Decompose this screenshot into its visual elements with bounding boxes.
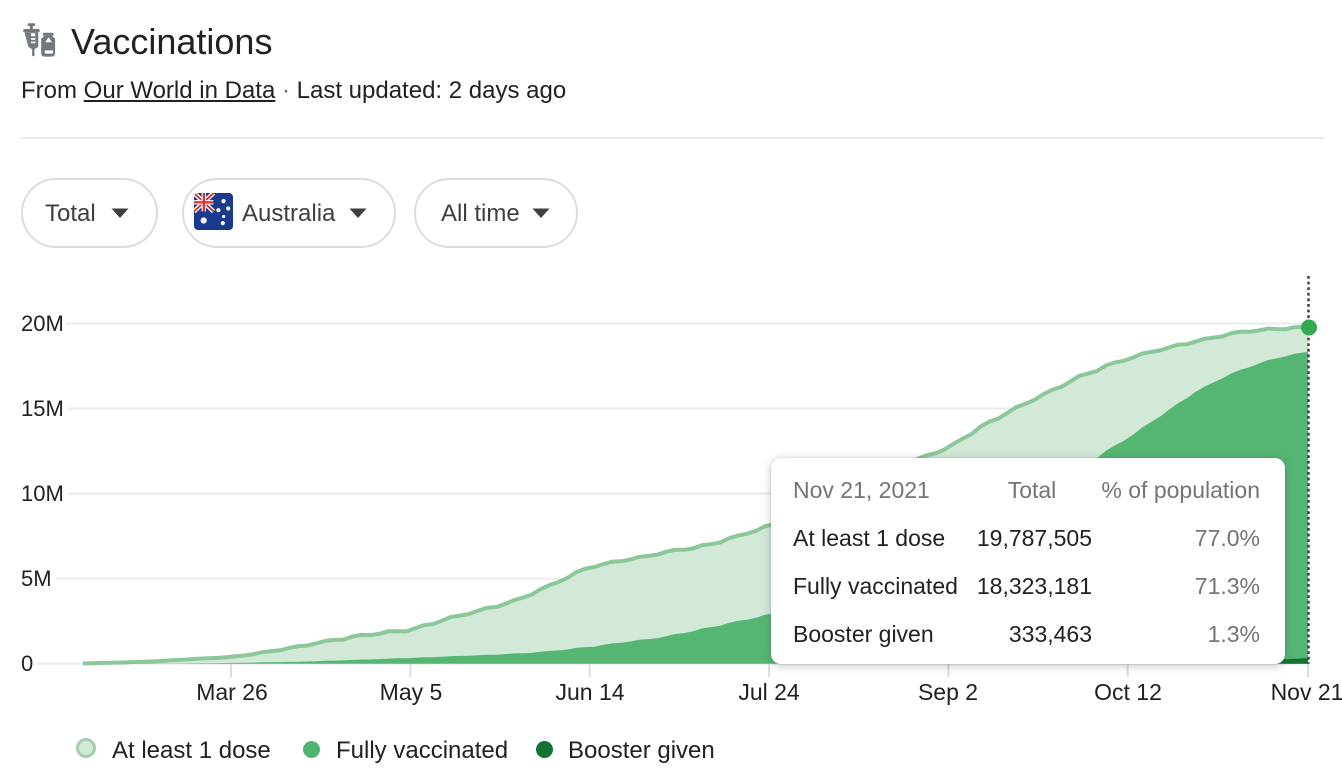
svg-text:20M: 20M <box>21 311 64 336</box>
svg-text:5M: 5M <box>21 566 52 591</box>
svg-text:0: 0 <box>21 651 33 676</box>
svg-text:May 5: May 5 <box>380 679 443 705</box>
svg-text:Nov 21: Nov 21 <box>1271 679 1342 705</box>
svg-text:Oct 12: Oct 12 <box>1094 679 1162 705</box>
svg-text:Mar 26: Mar 26 <box>196 679 268 705</box>
svg-text:Sep 2: Sep 2 <box>918 679 978 705</box>
svg-text:Jul 24: Jul 24 <box>738 679 800 705</box>
svg-text:10M: 10M <box>21 481 64 506</box>
svg-text:15M: 15M <box>21 396 64 421</box>
svg-text:Jun 14: Jun 14 <box>555 679 624 705</box>
